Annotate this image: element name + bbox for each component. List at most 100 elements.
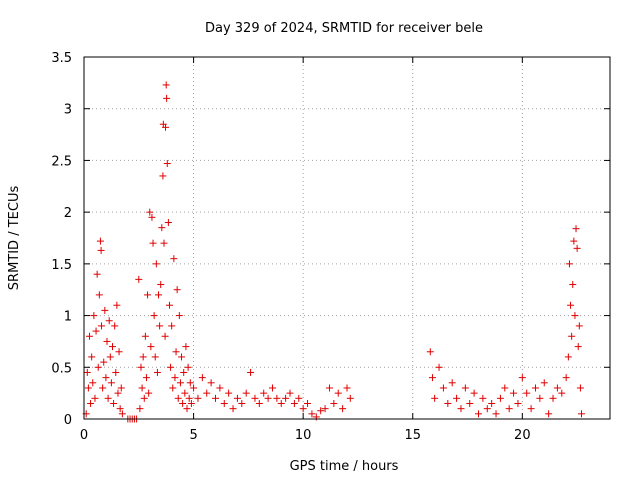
data-point bbox=[117, 384, 125, 392]
data-point bbox=[565, 260, 573, 268]
data-point bbox=[242, 389, 250, 397]
data-point bbox=[304, 399, 312, 407]
data-point bbox=[567, 301, 575, 309]
data-point bbox=[155, 291, 163, 299]
data-point bbox=[88, 353, 96, 361]
data-point bbox=[251, 394, 259, 402]
data-point bbox=[514, 399, 522, 407]
tick-layer: 0 5 10 15 20 0 0.5 1 1.5 2 2.5 3 3.5 bbox=[51, 51, 610, 443]
data-point bbox=[431, 394, 439, 402]
data-point bbox=[290, 399, 298, 407]
data-point bbox=[103, 337, 111, 345]
data-point bbox=[233, 394, 241, 402]
data-point bbox=[574, 343, 582, 351]
data-point bbox=[238, 399, 246, 407]
data-point bbox=[562, 374, 570, 382]
data-point bbox=[170, 255, 178, 263]
data-point bbox=[90, 312, 98, 320]
data-point bbox=[194, 394, 202, 402]
data-point bbox=[343, 384, 351, 392]
data-point bbox=[141, 332, 149, 340]
data-point bbox=[83, 368, 91, 376]
grid-layer bbox=[84, 57, 610, 419]
data-point bbox=[145, 389, 153, 397]
data-point bbox=[470, 389, 478, 397]
data-point bbox=[255, 399, 263, 407]
data-point bbox=[286, 389, 294, 397]
data-point bbox=[153, 368, 161, 376]
y-axis-label: SRMTID / TECUs bbox=[7, 186, 22, 291]
y-tick-label: 2 bbox=[64, 206, 72, 221]
data-point bbox=[184, 363, 192, 371]
data-point bbox=[190, 384, 198, 392]
y-tick-label: 3.5 bbox=[51, 51, 72, 66]
data-point bbox=[92, 327, 100, 335]
data-point bbox=[111, 322, 119, 330]
data-point bbox=[475, 410, 482, 418]
y-tick-label: 1.5 bbox=[51, 258, 72, 273]
data-point bbox=[198, 374, 206, 382]
data-point bbox=[96, 237, 104, 245]
data-point bbox=[163, 94, 171, 102]
data-point bbox=[575, 322, 583, 330]
data-point bbox=[152, 260, 160, 268]
data-point bbox=[273, 394, 281, 402]
data-point bbox=[135, 275, 143, 283]
data-point bbox=[553, 384, 561, 392]
data-point bbox=[91, 394, 99, 402]
data-point bbox=[181, 389, 189, 397]
data-point bbox=[457, 405, 465, 413]
data-point bbox=[160, 239, 168, 247]
data-point bbox=[93, 270, 101, 278]
data-point bbox=[576, 384, 584, 392]
data-point bbox=[101, 306, 109, 314]
data-point bbox=[144, 291, 152, 299]
data-point bbox=[98, 322, 106, 330]
data-point bbox=[572, 225, 580, 233]
data-point bbox=[439, 384, 447, 392]
data-point bbox=[169, 384, 177, 392]
data-point bbox=[308, 410, 316, 418]
data-point bbox=[536, 394, 544, 402]
data-point bbox=[173, 286, 181, 294]
data-point bbox=[277, 399, 285, 407]
data-point bbox=[578, 410, 586, 418]
data-point bbox=[136, 405, 144, 413]
data-point bbox=[85, 332, 93, 340]
data-point bbox=[317, 407, 325, 415]
data-point bbox=[156, 322, 164, 330]
data-point bbox=[540, 379, 548, 387]
data-point bbox=[569, 281, 577, 289]
x-axis-label: GPS time / hours bbox=[290, 459, 399, 474]
data-point bbox=[334, 389, 342, 397]
data-point bbox=[545, 410, 553, 418]
data-point bbox=[84, 384, 92, 392]
data-point bbox=[448, 379, 456, 387]
data-point bbox=[321, 405, 329, 413]
plot-frame bbox=[83, 56, 611, 420]
data-point bbox=[299, 405, 307, 413]
data-point bbox=[146, 208, 154, 216]
data-point bbox=[229, 405, 237, 413]
data-point bbox=[174, 394, 182, 402]
data-point bbox=[186, 379, 194, 387]
data-point bbox=[164, 218, 172, 226]
data-point bbox=[570, 237, 578, 245]
data-point bbox=[168, 322, 176, 330]
data-point bbox=[573, 244, 581, 252]
data-point bbox=[518, 374, 526, 382]
data-point bbox=[492, 410, 500, 418]
data-point bbox=[247, 368, 255, 376]
data-point bbox=[207, 379, 215, 387]
data-point bbox=[549, 394, 557, 402]
data-point bbox=[151, 353, 159, 361]
data-point bbox=[568, 332, 576, 340]
data-point bbox=[100, 358, 108, 366]
data-point bbox=[461, 384, 469, 392]
data-point bbox=[87, 399, 95, 407]
data-point bbox=[114, 389, 122, 397]
data-point bbox=[182, 343, 190, 351]
data-point bbox=[94, 363, 102, 371]
data-point bbox=[150, 312, 158, 320]
